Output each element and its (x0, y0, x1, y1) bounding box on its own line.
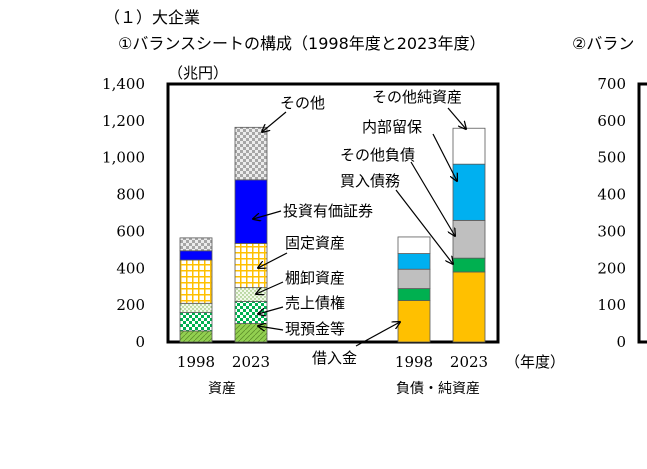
bar-segment (397, 300, 431, 343)
y-tick-label: 0 (135, 333, 145, 351)
callout-label: 売上債権 (285, 294, 345, 312)
x-axis-unit-label: （年度） (505, 353, 565, 371)
callout-label: その他 (280, 94, 325, 112)
bar-segment (179, 312, 213, 332)
y-tick-label-2: 500 (597, 149, 626, 167)
y-tick-label: 1,400 (102, 75, 145, 93)
bar-segment (234, 126, 268, 181)
y-tick-label-2: 200 (597, 259, 626, 277)
bar-segment (179, 237, 213, 252)
bar-segment (179, 302, 213, 313)
y-tick-label: 200 (116, 296, 145, 314)
y-axis-unit-label: （兆円） (168, 64, 228, 82)
bar-segment (397, 288, 431, 301)
bar-segment (397, 268, 431, 289)
bar-segment (179, 330, 213, 343)
bar-segment (179, 250, 213, 261)
y-axis-unit-label-2: （ (640, 64, 647, 82)
y-tick-label: 1,200 (102, 112, 145, 130)
bar-segment (452, 127, 486, 165)
y-tick-label-2: 600 (597, 112, 626, 130)
callout-arrow (410, 161, 455, 236)
group-label-liabilities: 負債・純資産 (396, 381, 480, 397)
y-axis-1: 0 200 400 600 800 1,000 1,200 1,400 (102, 75, 145, 351)
y-tick-label: 800 (116, 186, 145, 204)
y-tick-label-2: 300 (597, 222, 626, 240)
y-tick-label: 400 (116, 259, 145, 277)
callout-label: 買入債務 (340, 172, 400, 190)
bars: 1998 2023 1998 2023 (177, 126, 488, 371)
bar-segment (397, 253, 431, 270)
callout-label: 内部留保 (362, 118, 422, 136)
callout-arrow (262, 111, 287, 132)
callout-label: 固定資産 (285, 234, 345, 252)
bar-segment (234, 179, 268, 244)
chart1-title: ①バランスシートの構成（1998年度と2023年度） (118, 34, 486, 53)
callout-arrow (258, 306, 284, 314)
callout-label: 棚卸資産 (285, 269, 345, 287)
callout-arrow (253, 210, 282, 219)
plot-frame-2 (637, 82, 647, 344)
bar-segment (452, 271, 486, 343)
plot-frame (166, 82, 500, 344)
bar-segment (452, 257, 486, 273)
callout-label: 投資有価証券 (283, 202, 373, 220)
callout-label: その他純資産 (372, 88, 462, 106)
y-tick-label-2: 0 (616, 333, 626, 351)
y-tick-label: 600 (116, 222, 145, 240)
y-axis-2: 0 100 200 300 400 500 600 700 (597, 75, 626, 351)
group-label-assets: 資産 (208, 381, 236, 397)
chart2-title: ②バラン (572, 34, 635, 53)
callout-arrow (256, 281, 284, 294)
y-tick-label-2: 700 (597, 75, 626, 93)
callout-label: 現預金等 (285, 320, 345, 338)
section-heading: （１）大企業 (104, 8, 201, 27)
bar-segment (179, 259, 213, 304)
y-tick-label: 1,000 (102, 149, 145, 167)
bar-segment (397, 236, 431, 254)
callout-arrow (355, 322, 400, 347)
y-tick-label-2: 400 (597, 186, 626, 204)
callout-arrow (395, 189, 453, 264)
callout-label: 借入金 (312, 349, 357, 367)
callout-arrow (258, 326, 284, 330)
x-tick-label: 2023 (450, 353, 488, 371)
bar-segment (452, 163, 486, 221)
callout-arrow (258, 252, 288, 268)
y-tick-label-2: 100 (597, 296, 626, 314)
callout-arrow (447, 107, 466, 129)
callout-label: その他負債 (340, 146, 415, 164)
x-tick-label: 2023 (232, 353, 270, 371)
callout-arrow (432, 133, 457, 181)
bar-segment (234, 287, 268, 302)
x-tick-label: 1998 (395, 353, 433, 371)
x-tick-label: 1998 (177, 353, 215, 371)
bar-segment (452, 219, 486, 259)
